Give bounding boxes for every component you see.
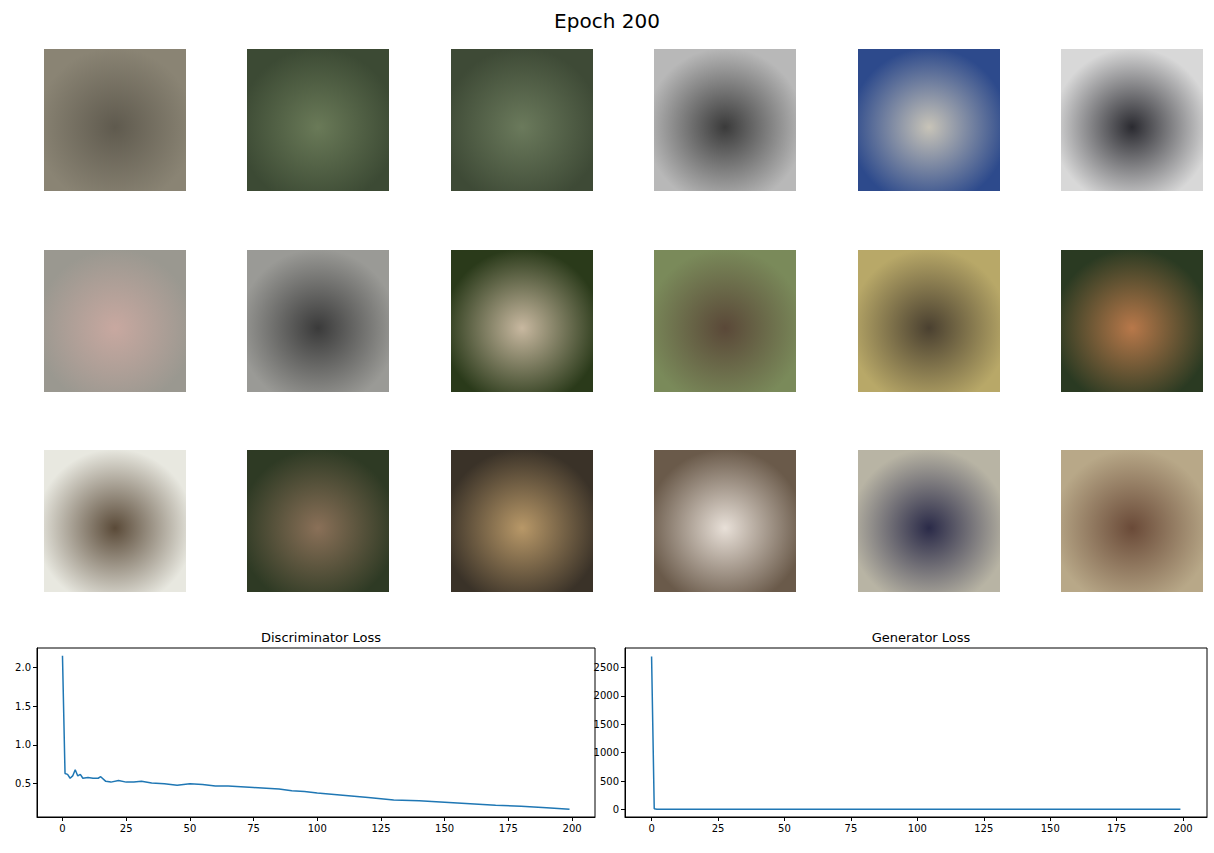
svg-text:150: 150 bbox=[1041, 823, 1060, 834]
svg-text:0.5: 0.5 bbox=[15, 778, 31, 789]
svg-text:Epoch 200: Epoch 200 bbox=[554, 9, 660, 33]
svg-text:0: 0 bbox=[648, 823, 654, 834]
svg-text:175: 175 bbox=[1107, 823, 1126, 834]
svg-text:200: 200 bbox=[563, 823, 582, 834]
svg-text:50: 50 bbox=[778, 823, 791, 834]
svg-text:1.5: 1.5 bbox=[15, 701, 31, 712]
svg-text:2500: 2500 bbox=[594, 662, 619, 673]
svg-text:125: 125 bbox=[974, 823, 993, 834]
svg-text:25: 25 bbox=[712, 823, 725, 834]
svg-text:200: 200 bbox=[1174, 823, 1193, 834]
svg-text:25: 25 bbox=[120, 823, 133, 834]
svg-text:150: 150 bbox=[435, 823, 454, 834]
svg-text:100: 100 bbox=[308, 823, 327, 834]
svg-text:500: 500 bbox=[600, 776, 619, 787]
svg-text:1.0: 1.0 bbox=[15, 739, 31, 750]
svg-text:2.0: 2.0 bbox=[15, 662, 31, 673]
svg-text:75: 75 bbox=[247, 823, 260, 834]
svg-text:1000: 1000 bbox=[594, 747, 619, 758]
svg-text:0: 0 bbox=[59, 823, 65, 834]
svg-text:75: 75 bbox=[845, 823, 858, 834]
svg-text:50: 50 bbox=[184, 823, 197, 834]
svg-text:Discriminator Loss: Discriminator Loss bbox=[261, 630, 381, 645]
svg-text:2000: 2000 bbox=[594, 690, 619, 701]
svg-text:1500: 1500 bbox=[594, 719, 619, 730]
svg-text:0: 0 bbox=[613, 804, 619, 815]
svg-text:Generator Loss: Generator Loss bbox=[872, 630, 971, 645]
svg-text:175: 175 bbox=[499, 823, 518, 834]
svg-text:125: 125 bbox=[371, 823, 390, 834]
svg-text:100: 100 bbox=[908, 823, 927, 834]
